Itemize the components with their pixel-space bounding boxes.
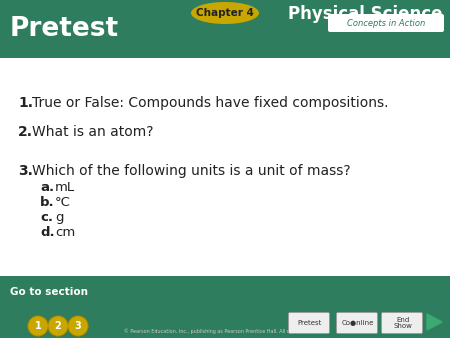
Text: 3: 3	[75, 321, 81, 331]
Text: Concepts in Action: Concepts in Action	[347, 19, 425, 27]
Circle shape	[68, 316, 88, 336]
Bar	[0, 276, 450, 338]
Text: 1: 1	[35, 321, 41, 331]
Circle shape	[48, 316, 68, 336]
FancyBboxPatch shape	[288, 313, 329, 334]
Text: cm: cm	[55, 226, 75, 239]
Text: d.: d.	[40, 226, 54, 239]
Text: c.: c.	[40, 211, 53, 224]
Text: 2.: 2.	[18, 125, 33, 139]
Text: 1.: 1.	[18, 96, 33, 110]
Text: What is an atom?: What is an atom?	[32, 125, 153, 139]
Text: Co●nline: Co●nline	[342, 320, 374, 326]
FancyBboxPatch shape	[328, 14, 444, 32]
Polygon shape	[0, 254, 450, 276]
Text: Pretest: Pretest	[298, 320, 322, 326]
Text: End
Show: End Show	[394, 316, 413, 330]
Polygon shape	[427, 314, 442, 330]
Text: Chapter 4: Chapter 4	[196, 8, 254, 18]
Polygon shape	[0, 58, 450, 82]
Text: °C: °C	[55, 196, 71, 209]
Text: © Pearson Education, Inc., publishing as Pearson Prentice Hall. All rights reser: © Pearson Education, Inc., publishing as…	[124, 328, 326, 334]
Text: Go to section: Go to section	[10, 287, 88, 297]
Text: Physical Science: Physical Science	[288, 5, 443, 23]
Circle shape	[29, 317, 47, 335]
Text: b.: b.	[40, 196, 54, 209]
Text: mL: mL	[55, 181, 75, 194]
Text: True or False: Compounds have fixed compositions.: True or False: Compounds have fixed comp…	[32, 96, 388, 110]
FancyBboxPatch shape	[382, 313, 423, 334]
Circle shape	[69, 317, 87, 335]
Text: Pretest: Pretest	[10, 16, 119, 42]
Text: a.: a.	[40, 181, 54, 194]
Text: 3.: 3.	[18, 164, 33, 178]
FancyBboxPatch shape	[337, 313, 378, 334]
Text: g: g	[55, 211, 63, 224]
Bar	[0, 0, 450, 58]
Text: Which of the following units is a unit of mass?: Which of the following units is a unit o…	[32, 164, 351, 178]
Circle shape	[49, 317, 67, 335]
Text: 2: 2	[54, 321, 61, 331]
Circle shape	[28, 316, 48, 336]
Ellipse shape	[191, 2, 259, 24]
